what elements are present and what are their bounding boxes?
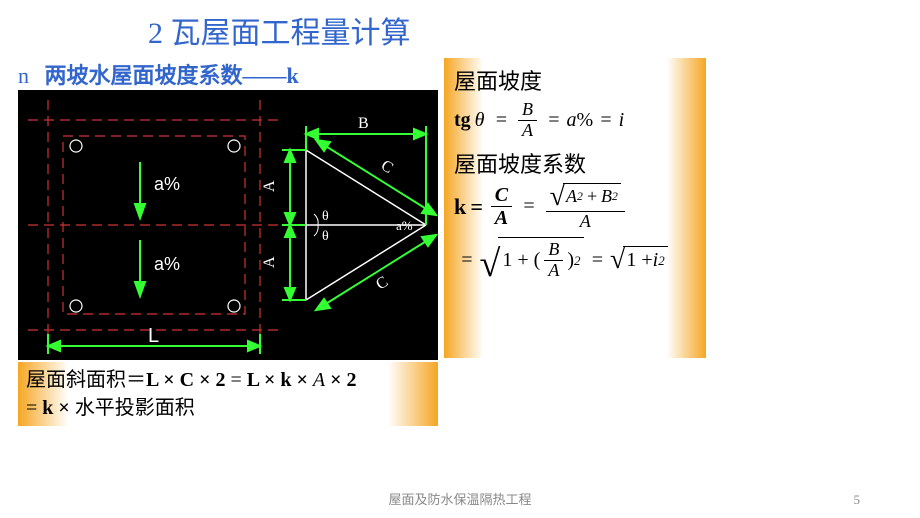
label-theta-2: θ [322, 229, 329, 244]
footer-text: 屋面及防水保温隔热工程 [0, 489, 920, 508]
label-C1: C [378, 157, 396, 177]
eq-tan-theta: tg θ = B A = a% = i [454, 100, 696, 141]
page-title: 2 瓦屋面工程量计算 [148, 8, 411, 52]
formula-box-slope: 屋面坡度 tg θ = B A = a% = i 屋面坡度系数 k = C A … [444, 58, 706, 358]
subtitle-row: n 两坡水屋面坡度系数——k [18, 58, 299, 90]
heading-slope: 屋面坡度 [454, 64, 696, 96]
eq-k-expand: = √ 1 + ( B A )2 = √ 1 + i2 [454, 237, 696, 283]
subtitle-text: 两坡水屋面坡度系数——k [45, 63, 299, 88]
label-a-top: a% [154, 174, 180, 194]
label-A2: A [261, 256, 278, 268]
formula-box-area: 屋面斜面积＝L × C × 2 = L × k × A × 2 = k × 水平… [18, 362, 438, 426]
roof-diagram: a% a% L θ θ [18, 90, 438, 360]
eq-k-def: k = C A = √ A2 + B2 A [454, 183, 696, 232]
page-number: 5 [854, 492, 861, 508]
label-a-apex: a% [396, 218, 413, 233]
area-line2: = k × 水平投影面积 [26, 394, 430, 422]
label-A1: A [261, 180, 278, 192]
heading-coeff: 屋面坡度系数 [454, 147, 696, 179]
label-B: B [358, 115, 369, 132]
label-theta-1: θ [322, 209, 329, 224]
label-a-bot: a% [154, 254, 180, 274]
label-C2: C [373, 273, 391, 293]
label-L: L [148, 325, 159, 347]
area-line1: 屋面斜面积＝L × C × 2 = L × k × A × 2 [26, 366, 430, 394]
bullet-n: n [18, 63, 29, 88]
